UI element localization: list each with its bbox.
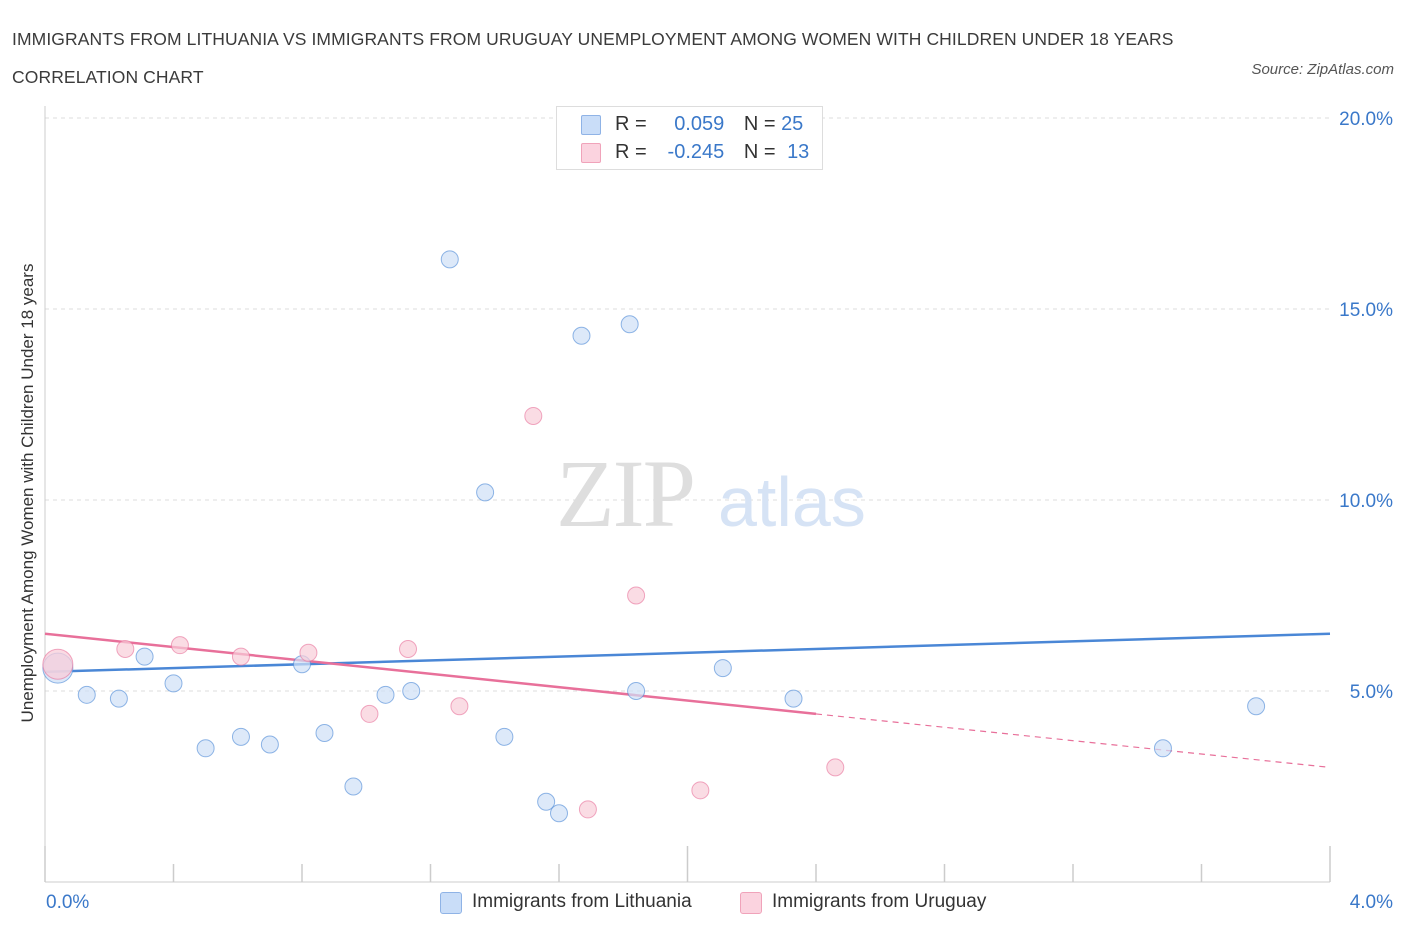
legend-label-lithuania: Immigrants from Lithuania	[472, 891, 692, 912]
data-point-uruguay	[116, 639, 135, 658]
legend-label-uruguay: Immigrants from Uruguay	[772, 891, 987, 912]
watermark-zip: ZIP	[556, 440, 694, 547]
tick-labels: 5.0% 10.0% 15.0% 20.0% 0.0% 4.0%	[46, 109, 1393, 913]
data-point-uruguay	[826, 758, 845, 777]
x-tick-label-max: 4.0%	[1350, 892, 1393, 913]
grid-lines	[45, 117, 1330, 692]
y-tick-label: 20.0%	[1339, 109, 1393, 130]
r-value: -0.245	[667, 141, 725, 163]
data-point-lithuania	[440, 250, 459, 269]
data-point-lithuania	[376, 685, 395, 704]
data-point-lithuania	[627, 682, 646, 700]
n-label: N =	[743, 141, 776, 163]
trend-extension-1	[815, 713, 1331, 768]
data-point-lithuania	[537, 792, 556, 811]
trend-line-1	[44, 632, 817, 716]
chart-title: IMMIGRANTS FROM LITHUANIA VS IMMIGRANTS …	[12, 29, 1174, 87]
data-point-uruguay	[360, 704, 379, 723]
r-value: 0.059	[674, 113, 725, 135]
y-tick-label: 5.0%	[1350, 682, 1393, 703]
data-point-lithuania	[476, 483, 495, 502]
trend-line-0	[44, 632, 1331, 674]
n-value: 25	[781, 113, 804, 135]
data-point-uruguay	[42, 648, 74, 680]
data-point-lithuania	[572, 326, 591, 345]
data-points	[42, 250, 1266, 823]
data-point-lithuania	[713, 659, 732, 678]
data-point-uruguay	[231, 647, 250, 666]
data-point-lithuania	[620, 315, 639, 334]
data-point-lithuania	[402, 682, 421, 700]
r-label: R =	[615, 113, 647, 135]
data-point-lithuania	[77, 685, 96, 704]
data-point-uruguay	[170, 636, 189, 655]
data-point-uruguay	[691, 781, 710, 800]
legend-swatch-lithuania	[581, 115, 601, 135]
data-point-uruguay	[627, 586, 646, 605]
n-label: N =	[743, 113, 776, 135]
data-point-uruguay	[578, 800, 597, 819]
data-point-lithuania	[109, 689, 128, 708]
data-point-lithuania	[784, 689, 803, 708]
r-label: R =	[615, 141, 647, 163]
y-tick-label: 15.0%	[1339, 300, 1393, 321]
data-point-lithuania	[231, 727, 250, 746]
data-point-lithuania	[1153, 739, 1172, 758]
data-point-uruguay	[450, 697, 469, 716]
source-label: Source: ZipAtlas.com	[1251, 61, 1394, 78]
data-point-lithuania	[550, 804, 568, 823]
n-value: 13	[787, 141, 810, 163]
data-point-lithuania	[135, 647, 154, 666]
legend-swatch-uruguay	[740, 892, 762, 914]
legend-swatch-lithuania	[440, 892, 462, 914]
data-point-lithuania	[260, 735, 279, 754]
data-point-uruguay	[299, 643, 318, 662]
watermark: ZIP atlas	[556, 440, 866, 547]
axes	[44, 106, 1331, 883]
data-point-lithuania	[196, 739, 215, 758]
data-point-lithuania	[495, 727, 514, 746]
y-tick-label: 10.0%	[1339, 491, 1393, 512]
data-point-lithuania	[315, 724, 334, 743]
y-axis-label: Unemployment Among Women with Children U…	[18, 264, 37, 723]
data-point-uruguay	[524, 406, 543, 425]
watermark-atlas: atlas	[718, 463, 866, 541]
x-tick-label-min: 0.0%	[46, 892, 89, 913]
data-point-lithuania	[164, 674, 183, 693]
series-legend: Immigrants from Lithuania Immigrants fro…	[0, 888, 1406, 916]
data-point-uruguay	[399, 639, 418, 658]
data-point-lithuania	[344, 777, 363, 796]
legend-swatch-uruguay	[581, 143, 601, 163]
data-point-lithuania	[1247, 697, 1266, 716]
correlation-legend: R = 0.059 N = 25 R = -0.245 N = 13	[556, 106, 823, 170]
